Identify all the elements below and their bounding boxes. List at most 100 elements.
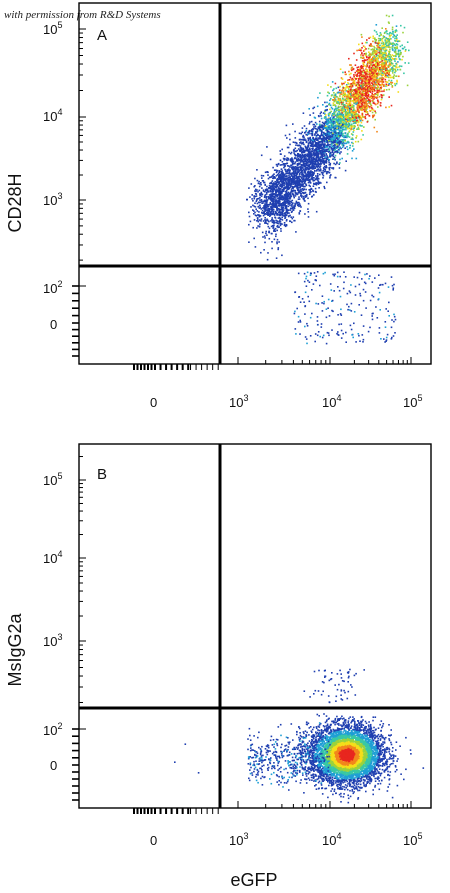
- panel-a-event-dot: [351, 116, 354, 119]
- panel-a-event-dot: [264, 203, 266, 205]
- panel-a-event-dot: [288, 151, 290, 154]
- panel-a-event-dot: [274, 185, 276, 187]
- panel-a-event-dot: [385, 14, 388, 17]
- panel-a-event-dot: [350, 133, 353, 135]
- panel-a-event-dot: [271, 217, 273, 219]
- panel-a-event-dot: [307, 211, 310, 213]
- panel-a-event-dot: [343, 123, 346, 126]
- panel-a-event-dot: [307, 175, 309, 178]
- panel-a-event-dot: [372, 84, 375, 87]
- panel-a-event-dot: [351, 90, 354, 93]
- panel-a-event-dot: [287, 177, 289, 179]
- panel-a-event-dot: [358, 118, 361, 121]
- panel-a-event-dot: [302, 183, 304, 186]
- panel-a-event-dot: [298, 154, 300, 157]
- panel-a-event-dot: [321, 158, 324, 160]
- panel-a-event-dot: [362, 54, 364, 57]
- panel-a-event-dot: [354, 92, 356, 95]
- panel-a-event-dot: [280, 187, 282, 190]
- panel-a-event-dot: [299, 186, 302, 189]
- panel-a-event-dot: [339, 135, 341, 137]
- panel-a-event-dot: [326, 101, 328, 104]
- panel-a-event-dot: [327, 144, 329, 146]
- panel-a-event-dot: [260, 208, 262, 210]
- panel-a-event-dot: [382, 77, 385, 79]
- panel-a-event-dot: [389, 63, 391, 65]
- panel-a-event-dot: [352, 114, 354, 117]
- panel-a-event-dot: [358, 43, 360, 46]
- panel-a-event-dot: [320, 133, 323, 135]
- panel-a-event-dot: [387, 55, 389, 58]
- panel-a-event-dot: [294, 155, 297, 157]
- panel-a-event-dot: [371, 99, 374, 102]
- panel-a-event-dot: [309, 166, 311, 169]
- panel-a-event-dot: [323, 170, 326, 173]
- panel-a-event-dot: [377, 93, 379, 95]
- panel-a-event-dot: [359, 99, 362, 102]
- panel-a-event-dot: [332, 117, 334, 120]
- panel-a-event-dot: [254, 206, 257, 208]
- panel-a-event-dot: [323, 185, 325, 188]
- panel-a-event-dot: [290, 216, 292, 218]
- panel-a-event-dot: [385, 41, 388, 44]
- panel-a-event-dot: [389, 38, 391, 40]
- panel-a-event-dot: [317, 152, 319, 154]
- panel-a-event-dot: [327, 128, 329, 130]
- panel-a-event-dot: [318, 120, 321, 123]
- panel-a-event-dot: [339, 97, 342, 100]
- panel-a-event-dot: [316, 179, 319, 181]
- panel-a-event-dot: [310, 129, 313, 131]
- panel-a-event-dot: [380, 74, 383, 77]
- panel-a-event-dot: [305, 169, 307, 171]
- panel-a-event-dot: [307, 176, 310, 179]
- panel-a-event-dot: [356, 128, 358, 130]
- panel-a-event-dot: [360, 56, 362, 59]
- panel-a-event-dot: [321, 149, 323, 152]
- panel-a-event-dot: [350, 96, 352, 98]
- panel-a-event-dot: [336, 151, 339, 153]
- panel-a-event-dot: [258, 219, 261, 221]
- panel-a-event-dot: [284, 201, 287, 203]
- panel-a-event-dot: [335, 121, 338, 124]
- panel-a-event-dot: [317, 115, 320, 117]
- panel-a-event-dot: [312, 160, 314, 162]
- panel-a-event-dot: [347, 97, 349, 100]
- panel-a-event-dot: [275, 233, 277, 236]
- panel-a-event-dot: [331, 167, 333, 169]
- panel-a-event-dot: [258, 180, 260, 183]
- panel-a-event-dot: [302, 170, 304, 172]
- panel-a-event-dot: [368, 102, 370, 105]
- panel-a-event-dot: [350, 114, 352, 116]
- panel-a-event-dot: [317, 139, 319, 142]
- panel-a-event-dot: [318, 158, 320, 161]
- panel-a-event-dot: [340, 113, 342, 115]
- panel-a-event-dot: [386, 81, 388, 83]
- panel-a-event-dot: [343, 128, 346, 131]
- panel-a-event-dot: [276, 225, 278, 228]
- panel-a-event-dot: [315, 210, 318, 213]
- panel-a-event-dot: [349, 93, 352, 95]
- panel-a-event-dot: [317, 142, 320, 144]
- panel-a-event-dot: [331, 136, 333, 138]
- panel-a-event-dot: [348, 88, 350, 90]
- panel-a-event-dot: [364, 65, 366, 67]
- panel-a-event-dot: [311, 141, 314, 143]
- panel-a-event-dot: [376, 80, 379, 82]
- panel-a-event-dot: [370, 73, 373, 75]
- panel-a-event-dot: [315, 182, 317, 184]
- panel-a-event-dot: [352, 99, 355, 102]
- panel-a-event-dot: [365, 107, 368, 110]
- panel-a-event-dot: [351, 137, 354, 139]
- panel-a-event-dot: [324, 149, 327, 151]
- panel-a-event-dot: [280, 202, 282, 205]
- panel-a-event-dot: [366, 75, 368, 78]
- panel-a-event-dot: [374, 40, 377, 42]
- panel-a-event-dot: [266, 200, 268, 203]
- panel-a-event-dot: [377, 83, 380, 85]
- panel-a-event-dot: [366, 79, 368, 81]
- panel-a-event-dot: [343, 107, 345, 110]
- panel-a-event-dot: [343, 109, 345, 112]
- panel-a-event-dot: [290, 195, 292, 198]
- panel-a-event-dot: [336, 146, 338, 149]
- panel-a-event-dot: [362, 67, 364, 70]
